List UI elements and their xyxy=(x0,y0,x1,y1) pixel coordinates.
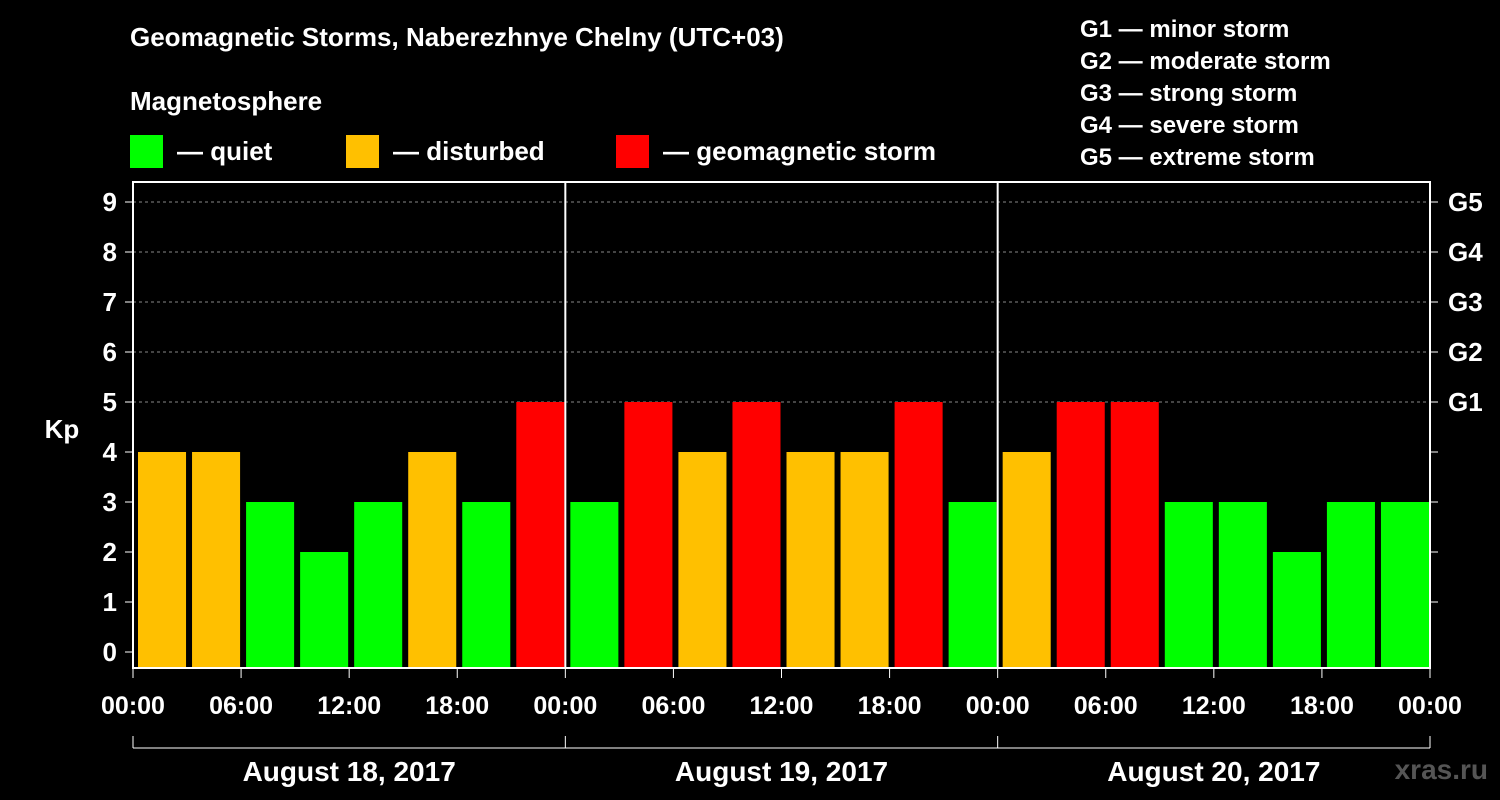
right-axis-label: G4 xyxy=(1448,237,1483,267)
y-tick-label: 8 xyxy=(103,237,117,267)
kp-bar xyxy=(246,502,295,668)
legend-disturbed-swatch xyxy=(346,134,379,168)
kp-bar xyxy=(1380,502,1429,668)
legend-disturbed: — disturbed xyxy=(346,134,545,168)
legend-disturbed-label: — disturbed xyxy=(393,135,545,166)
x-tick-label: 18:00 xyxy=(425,692,489,720)
right-axis-label: G5 xyxy=(1448,187,1483,217)
date-label: August 19, 2017 xyxy=(675,756,888,787)
y-tick-label: 9 xyxy=(103,187,117,217)
date-label: August 18, 2017 xyxy=(243,756,456,787)
gscale-g1: G1 — minor storm xyxy=(1080,16,1290,43)
date-label: August 20, 2017 xyxy=(1107,756,1320,787)
x-tick-label: 18:00 xyxy=(1290,692,1354,720)
y-tick-label: 0 xyxy=(103,637,117,667)
x-tick-label: 18:00 xyxy=(858,692,922,720)
x-tick-label: 12:00 xyxy=(1182,692,1246,720)
y-tick-label: 1 xyxy=(103,587,117,617)
kp-bar xyxy=(840,452,889,668)
gscale-g5: G5 — extreme storm xyxy=(1080,144,1315,171)
y-tick-label: 2 xyxy=(103,537,117,567)
kp-bar xyxy=(192,452,241,668)
legend-storm-label: — geomagnetic storm xyxy=(663,135,937,166)
gscale-g3: G3 — strong storm xyxy=(1080,80,1298,107)
x-tick-label: 00:00 xyxy=(533,692,597,720)
kp-bar xyxy=(570,502,619,668)
legend-quiet-label: — quiet xyxy=(177,135,273,166)
x-tick-label: 00:00 xyxy=(966,692,1030,720)
magnetosphere-label: Magnetosphere xyxy=(130,86,323,116)
x-tick-label: 12:00 xyxy=(750,692,814,720)
x-tick-label: 06:00 xyxy=(641,692,705,720)
kp-bar xyxy=(408,452,457,668)
kp-bar xyxy=(624,402,673,668)
kp-bar xyxy=(138,452,187,668)
right-axis-label: G1 xyxy=(1448,387,1483,417)
legend-quiet-swatch xyxy=(130,134,163,168)
kp-bar xyxy=(678,452,727,668)
x-tick-label: 00:00 xyxy=(101,692,165,720)
y-tick-label: 6 xyxy=(103,337,117,367)
gscale-g4: G4 — severe storm xyxy=(1080,112,1299,139)
gscale-g2: G2 — moderate storm xyxy=(1080,48,1331,75)
kp-bar xyxy=(1218,502,1267,668)
watermark: xras.ru xyxy=(1394,754,1488,785)
kp-bar xyxy=(1326,502,1375,668)
legend-storm-swatch xyxy=(616,134,649,168)
y-tick-label: 4 xyxy=(103,437,118,467)
kp-bar xyxy=(894,402,943,668)
y-tick-label: 7 xyxy=(103,287,117,317)
x-tick-label: 12:00 xyxy=(317,692,381,720)
y-axis-label: Kp xyxy=(45,414,80,444)
kp-bar xyxy=(1110,402,1159,668)
y-tick-label: 3 xyxy=(103,487,117,517)
right-axis-label: G2 xyxy=(1448,337,1483,367)
x-tick-label: 06:00 xyxy=(209,692,273,720)
x-tick-label: 00:00 xyxy=(1398,692,1462,720)
right-axis-label: G3 xyxy=(1448,287,1483,317)
kp-bar xyxy=(948,502,997,668)
kp-bar xyxy=(732,402,781,668)
kp-bar xyxy=(1272,552,1321,668)
kp-bar xyxy=(786,452,835,668)
kp-bar xyxy=(1056,402,1105,668)
x-tick-label: 06:00 xyxy=(1074,692,1138,720)
legend-storm: — geomagnetic storm xyxy=(616,134,936,168)
kp-bar xyxy=(354,502,403,668)
legend-quiet: — quiet xyxy=(130,134,272,168)
kp-bar xyxy=(516,402,565,668)
kp-bar xyxy=(462,502,511,668)
kp-bar xyxy=(1164,502,1213,668)
y-tick-label: 5 xyxy=(103,387,117,417)
kp-bar xyxy=(300,552,349,668)
chart-title: Geomagnetic Storms, Naberezhnye Chelny (… xyxy=(130,22,784,52)
kp-bar xyxy=(1002,452,1051,668)
